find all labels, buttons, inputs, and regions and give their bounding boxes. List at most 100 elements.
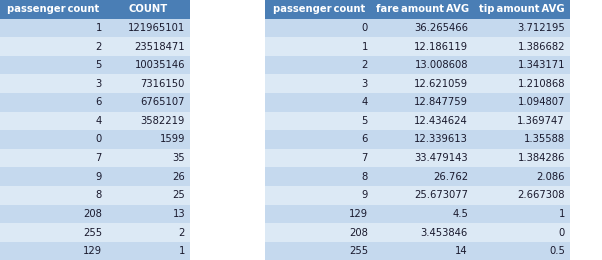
Text: COUNT: COUNT bbox=[129, 4, 168, 14]
Bar bbox=[265, 130, 373, 149]
Bar bbox=[473, 186, 570, 205]
Bar bbox=[373, 223, 473, 242]
Bar bbox=[0, 130, 107, 149]
Text: 2: 2 bbox=[362, 60, 368, 70]
Text: 7: 7 bbox=[96, 153, 102, 163]
Text: 2: 2 bbox=[179, 228, 185, 237]
Text: 12.339613: 12.339613 bbox=[414, 134, 468, 145]
Bar bbox=[373, 205, 473, 223]
Text: 13.008608: 13.008608 bbox=[415, 60, 468, 70]
Bar bbox=[373, 93, 473, 112]
Text: 9: 9 bbox=[362, 190, 368, 200]
Text: 1599: 1599 bbox=[160, 134, 185, 145]
Text: 129: 129 bbox=[83, 246, 102, 256]
Text: 5: 5 bbox=[96, 60, 102, 70]
Text: 121965101: 121965101 bbox=[128, 23, 185, 33]
Text: 8: 8 bbox=[362, 172, 368, 182]
Text: 12.621059: 12.621059 bbox=[414, 79, 468, 89]
Bar bbox=[107, 130, 190, 149]
Bar bbox=[473, 205, 570, 223]
Bar bbox=[107, 186, 190, 205]
Bar bbox=[107, 0, 190, 19]
Text: 8: 8 bbox=[96, 190, 102, 200]
Bar bbox=[373, 19, 473, 37]
Text: 1.094807: 1.094807 bbox=[518, 97, 565, 107]
Text: 1.386682: 1.386682 bbox=[518, 42, 565, 51]
Text: 33.479143: 33.479143 bbox=[414, 153, 468, 163]
Text: 6765107: 6765107 bbox=[140, 97, 185, 107]
Text: 0: 0 bbox=[362, 23, 368, 33]
Text: 3: 3 bbox=[362, 79, 368, 89]
Text: 3.453846: 3.453846 bbox=[421, 228, 468, 237]
Text: passenger count: passenger count bbox=[7, 4, 99, 14]
Text: 2.667308: 2.667308 bbox=[518, 190, 565, 200]
Bar bbox=[373, 242, 473, 260]
Text: 26: 26 bbox=[172, 172, 185, 182]
Text: 14: 14 bbox=[455, 246, 468, 256]
Bar bbox=[265, 242, 373, 260]
Bar bbox=[265, 186, 373, 205]
Text: 12.847759: 12.847759 bbox=[414, 97, 468, 107]
Bar bbox=[0, 149, 107, 167]
Text: 26.762: 26.762 bbox=[433, 172, 468, 182]
Bar bbox=[265, 93, 373, 112]
Text: 208: 208 bbox=[349, 228, 368, 237]
Bar bbox=[0, 0, 107, 19]
Bar bbox=[0, 56, 107, 74]
Text: passenger count: passenger count bbox=[273, 4, 365, 14]
Text: 255: 255 bbox=[349, 246, 368, 256]
Text: 208: 208 bbox=[83, 209, 102, 219]
Text: 9: 9 bbox=[96, 172, 102, 182]
Bar bbox=[0, 74, 107, 93]
Bar bbox=[265, 223, 373, 242]
Bar bbox=[107, 56, 190, 74]
Bar bbox=[0, 167, 107, 186]
Bar bbox=[107, 93, 190, 112]
Text: tip amount AVG: tip amount AVG bbox=[479, 4, 564, 14]
Text: 1.343171: 1.343171 bbox=[518, 60, 565, 70]
Text: 5: 5 bbox=[362, 116, 368, 126]
Bar bbox=[373, 130, 473, 149]
Bar bbox=[265, 149, 373, 167]
Bar bbox=[265, 74, 373, 93]
Text: fare amount AVG: fare amount AVG bbox=[376, 4, 470, 14]
Bar bbox=[473, 167, 570, 186]
Bar bbox=[0, 19, 107, 37]
Text: 1: 1 bbox=[362, 42, 368, 51]
Text: 2.086: 2.086 bbox=[536, 172, 565, 182]
Bar bbox=[107, 74, 190, 93]
Bar bbox=[373, 167, 473, 186]
Bar bbox=[107, 112, 190, 130]
Text: 6: 6 bbox=[96, 97, 102, 107]
Text: 2: 2 bbox=[96, 42, 102, 51]
Bar bbox=[473, 242, 570, 260]
Text: 1.369747: 1.369747 bbox=[517, 116, 565, 126]
Text: 1: 1 bbox=[559, 209, 565, 219]
Bar bbox=[473, 223, 570, 242]
Bar bbox=[373, 112, 473, 130]
Bar bbox=[265, 0, 373, 19]
Bar bbox=[473, 149, 570, 167]
Bar bbox=[473, 130, 570, 149]
Text: 1.384286: 1.384286 bbox=[518, 153, 565, 163]
Bar bbox=[265, 56, 373, 74]
Bar bbox=[473, 74, 570, 93]
Text: 25: 25 bbox=[172, 190, 185, 200]
Bar bbox=[265, 19, 373, 37]
Bar bbox=[373, 0, 473, 19]
Bar bbox=[0, 37, 107, 56]
Bar bbox=[107, 223, 190, 242]
Text: 13: 13 bbox=[172, 209, 185, 219]
Text: 4.5: 4.5 bbox=[452, 209, 468, 219]
Bar bbox=[107, 242, 190, 260]
Bar bbox=[473, 56, 570, 74]
Bar bbox=[0, 223, 107, 242]
Text: 35: 35 bbox=[172, 153, 185, 163]
Text: 0: 0 bbox=[96, 134, 102, 145]
Bar bbox=[107, 167, 190, 186]
Text: 3.712195: 3.712195 bbox=[517, 23, 565, 33]
Bar bbox=[373, 37, 473, 56]
Bar bbox=[265, 37, 373, 56]
Text: 255: 255 bbox=[83, 228, 102, 237]
Bar bbox=[265, 205, 373, 223]
